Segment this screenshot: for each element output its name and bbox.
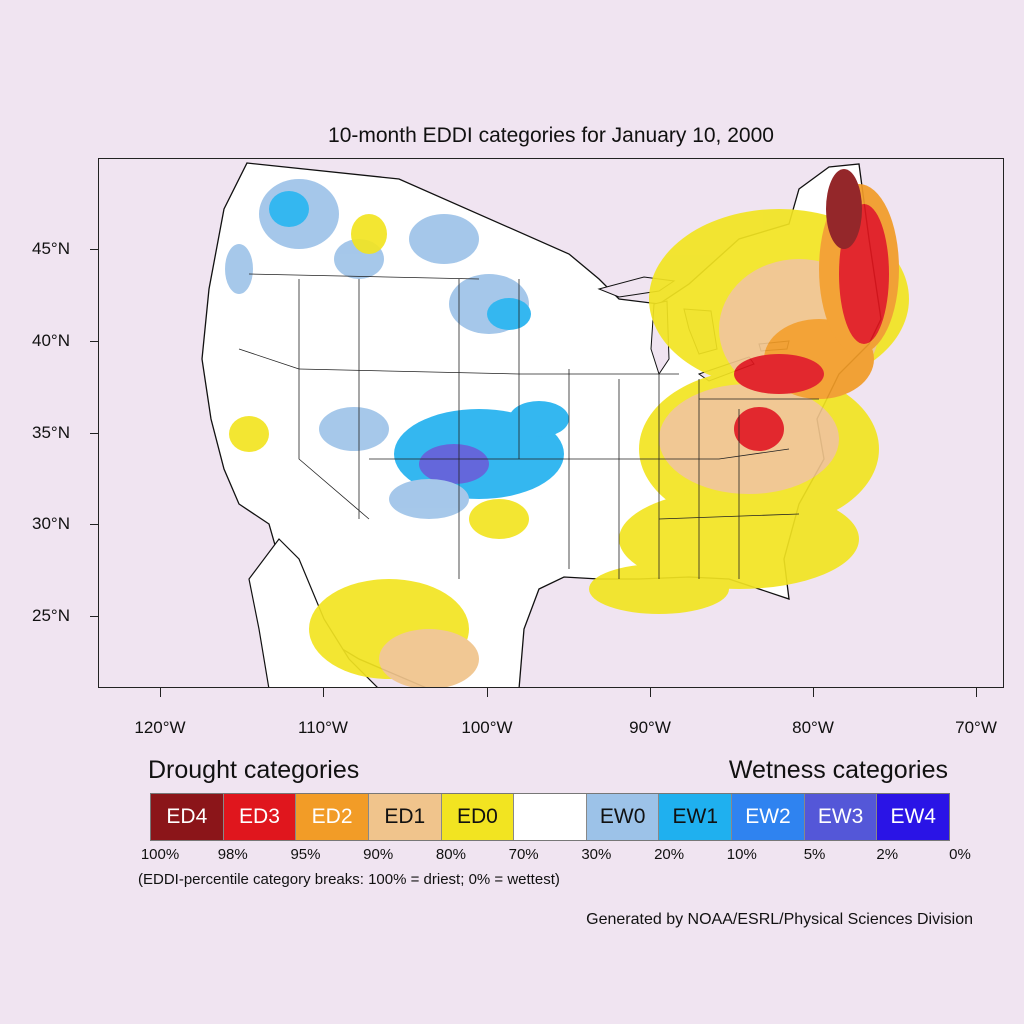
legend-box-ed0: ED0 [441, 794, 515, 840]
lon-tick-mark [323, 688, 324, 697]
lon-tick-80w: 80°W [792, 718, 834, 737]
lon-tick-mark [160, 688, 161, 697]
lon-tick-70w: 70°W [955, 718, 997, 737]
legend-box-ed1: ED1 [368, 794, 442, 840]
mexico-land [248, 538, 378, 687]
lon-tick-mark [650, 688, 651, 697]
break-label: 70% [508, 846, 539, 863]
legend-box-ew1: EW1 [659, 794, 733, 840]
map-panel [98, 158, 1004, 688]
lat-tick-45n: 45°N [32, 239, 70, 258]
break-label: 2% [876, 846, 899, 863]
legend-box-ew4: EW4 [877, 794, 950, 840]
break-label: 20% [654, 846, 685, 863]
legend-box-ew0: EW0 [586, 794, 660, 840]
lat-tick-mark [90, 433, 98, 434]
break-label: 95% [290, 846, 321, 863]
lon-tick-mark [813, 688, 814, 697]
legend-box-ew3: EW3 [804, 794, 878, 840]
lat-tick-30n: 30°N [32, 514, 70, 533]
lon-tick-mark [976, 688, 977, 697]
breaks-note: (EDDI-percentile category breaks: 100% =… [138, 871, 560, 888]
category-legend: ED4 ED3 ED2 ED1 ED0 EW0 EW1 EW2 EW3 EW4 [150, 793, 950, 841]
break-label: 5% [803, 846, 826, 863]
lon-tick-120w: 120°W [134, 718, 186, 737]
legend-box-ed4: ED4 [151, 794, 224, 840]
break-label: 100% [140, 846, 180, 863]
lat-tick-mark [90, 616, 98, 617]
legend-box-normal [514, 794, 587, 840]
break-label: 80% [435, 846, 466, 863]
lat-tick-mark [90, 341, 98, 342]
lat-tick-25n: 25°N [32, 606, 70, 625]
lon-tick-110w: 110°W [298, 718, 348, 737]
lat-tick-mark [90, 524, 98, 525]
lon-tick-mark [487, 688, 488, 697]
wet-regions [225, 179, 569, 519]
wetness-categories-heading: Wetness categories [728, 756, 948, 784]
state-borders [238, 273, 819, 579]
map-title: 10-month EDDI categories for January 10,… [328, 124, 774, 147]
eddi-map [201, 162, 909, 687]
lat-tick-mark [90, 249, 98, 250]
legend-box-ed2: ED2 [296, 794, 369, 840]
legend-box-ed3: ED3 [223, 794, 297, 840]
lat-tick-40n: 40°N [32, 331, 70, 350]
drought-categories-heading: Drought categories [148, 756, 360, 784]
break-label: 90% [363, 846, 394, 863]
legend-box-ew2: EW2 [732, 794, 805, 840]
lon-tick-100w: 100°W [461, 718, 513, 737]
lat-tick-35n: 35°N [32, 423, 70, 442]
credit-line: Generated by NOAA/ESRL/Physical Sciences… [586, 911, 973, 928]
lon-tick-90w: 90°W [629, 718, 671, 737]
break-label: 0% [949, 846, 971, 863]
break-label: 10% [726, 846, 757, 863]
break-label: 98% [217, 846, 248, 863]
break-label: 30% [581, 846, 612, 863]
